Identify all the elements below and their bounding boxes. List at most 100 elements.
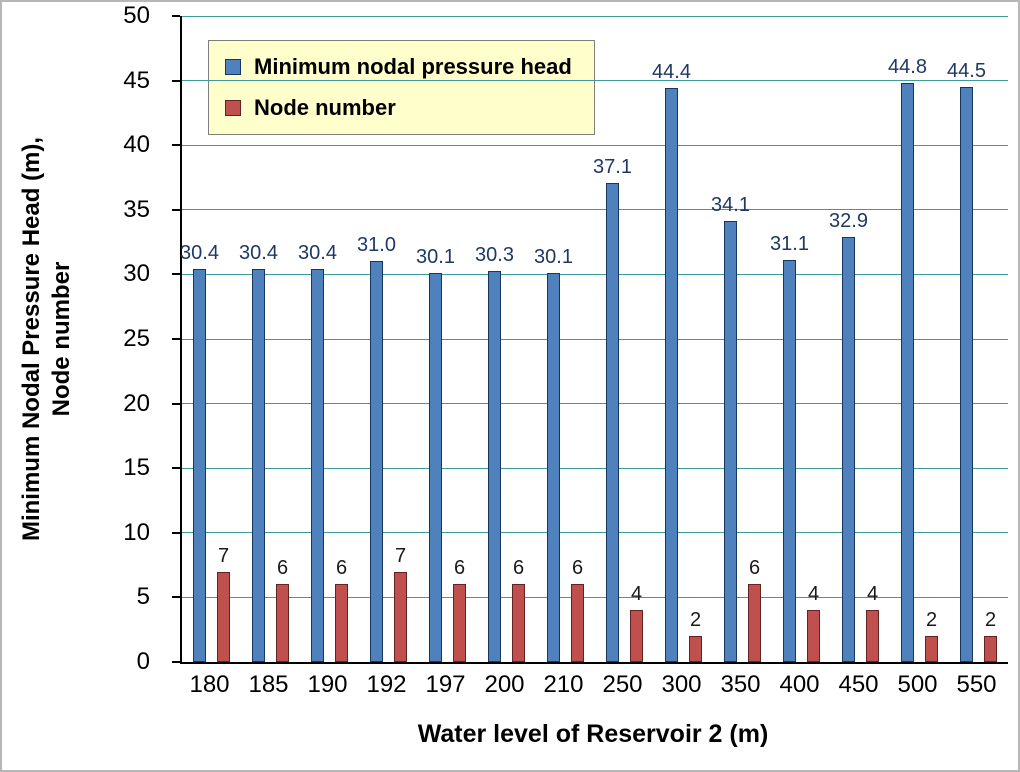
value-label-node: 6: [748, 557, 761, 580]
value-label-node: 2: [984, 609, 997, 632]
x-tick-label: 180: [189, 671, 230, 698]
value-label-node: 2: [689, 609, 702, 632]
value-label-pressure: 30.4: [180, 242, 219, 265]
y-tick-mark: [172, 15, 180, 17]
x-tick-label: 200: [484, 671, 525, 698]
bar-node: [748, 584, 761, 662]
gridline: [182, 403, 1008, 405]
legend: Minimum nodal pressure head Node number: [208, 40, 595, 135]
x-tick-label: 300: [661, 671, 702, 698]
bar-node: [276, 584, 289, 662]
bar-node: [453, 584, 466, 662]
legend-item-pressure: Minimum nodal pressure head: [225, 54, 572, 80]
y-tick-label: 0: [136, 648, 150, 675]
gridline: [182, 209, 1008, 211]
y-tick-label: 50: [123, 2, 150, 29]
value-label-pressure: 30.1: [416, 246, 455, 269]
y-tick-mark: [172, 661, 180, 663]
value-label-pressure: 31.1: [770, 233, 809, 256]
y-tick-label: 35: [123, 195, 150, 223]
legend-swatch-red-icon: [225, 100, 241, 116]
value-label-pressure: 32.9: [829, 209, 868, 232]
gridline: [182, 467, 1008, 469]
bar-pressure: [370, 261, 383, 662]
bar-pressure: [429, 273, 442, 662]
x-tick-label: 250: [602, 671, 643, 698]
y-tick-label: 20: [123, 389, 150, 417]
bar-pressure: [252, 269, 265, 662]
y-tick-mark: [172, 402, 180, 405]
y-tick-label: 40: [123, 131, 150, 159]
value-label-node: 4: [866, 583, 879, 606]
value-label-node: 6: [571, 557, 584, 580]
x-tick-label: 185: [248, 671, 289, 698]
bar-node: [925, 636, 938, 662]
x-tick-label: 190: [307, 671, 348, 698]
bar-pressure: [842, 236, 855, 662]
y-tick-mark: [172, 144, 180, 147]
value-label-node: 7: [394, 544, 407, 567]
y-tick-mark: [172, 208, 180, 211]
x-tick-label: 450: [838, 671, 879, 698]
x-tick-label: 197: [425, 671, 466, 698]
gridline: [182, 80, 1008, 82]
y-axis-labels: 0 5 10 15 20 25 30 35 40 45 50: [2, 4, 164, 674]
value-label-pressure: 30.1: [534, 246, 573, 269]
bar-pressure: [488, 270, 501, 662]
value-label-node: 6: [453, 557, 466, 580]
value-label-pressure: 44.8: [888, 56, 927, 79]
value-label-node: 2: [925, 609, 938, 632]
x-axis-labels: 180 185 190 192 197 200 210 250 300 350 400 450 500 5…: [180, 671, 1006, 702]
bar-node: [571, 584, 584, 662]
gridline: [182, 273, 1008, 275]
bar-pressure: [901, 83, 914, 662]
value-label-node: 6: [335, 557, 348, 580]
x-tick-label: 192: [366, 671, 407, 698]
legend-swatch-blue-icon: [225, 59, 241, 75]
y-tick-mark: [172, 467, 180, 470]
x-tick-label: 350: [720, 671, 761, 698]
value-label-node: 4: [630, 583, 643, 606]
gridline: [182, 15, 1008, 17]
y-tick-mark: [172, 273, 180, 276]
value-label-pressure: 30.4: [298, 242, 337, 265]
y-tick-label: 15: [123, 454, 150, 482]
bar-pressure: [960, 87, 973, 662]
x-tick-label: 210: [543, 671, 584, 698]
y-tick-mark: [172, 531, 180, 534]
x-tick-label: 550: [956, 671, 997, 698]
value-label-node: 4: [807, 583, 820, 606]
value-label-pressure: 37.1: [593, 155, 632, 178]
bar-node: [984, 636, 997, 662]
value-label-node: 6: [512, 557, 525, 580]
x-tick-label: 400: [779, 671, 820, 698]
bar-pressure: [665, 88, 678, 662]
gridline: [182, 596, 1008, 598]
bar-pressure: [193, 269, 206, 662]
value-label-pressure: 34.1: [711, 194, 750, 217]
value-label-pressure: 44.5: [947, 60, 986, 83]
bar-pressure: [783, 260, 796, 662]
gridline: [182, 532, 1008, 534]
gridline: [182, 144, 1008, 146]
plot-area: Minimum nodal pressure head Node number …: [172, 15, 1008, 664]
bar-node: [394, 571, 407, 662]
y-tick-mark: [172, 338, 180, 340]
value-label-pressure: 44.4: [652, 61, 691, 84]
bar-node: [335, 584, 348, 662]
legend-label-node: Node number: [254, 95, 396, 120]
value-label-node: 6: [276, 557, 289, 580]
bar-pressure: [606, 182, 619, 662]
bar-pressure: [547, 273, 560, 662]
legend-label-pressure: Minimum nodal pressure head: [254, 54, 572, 79]
bar-pressure: [311, 269, 324, 662]
legend-item-node: Node number: [225, 95, 572, 121]
y-tick-mark: [172, 79, 180, 82]
value-label-pressure: 31.0: [357, 234, 396, 257]
x-axis-title: Water level of Reservoir 2 (m): [417, 720, 769, 748]
bar-pressure: [724, 221, 737, 662]
y-tick-label: 10: [123, 518, 150, 546]
bar-node: [217, 571, 230, 662]
y-tick-label: 25: [123, 325, 150, 352]
